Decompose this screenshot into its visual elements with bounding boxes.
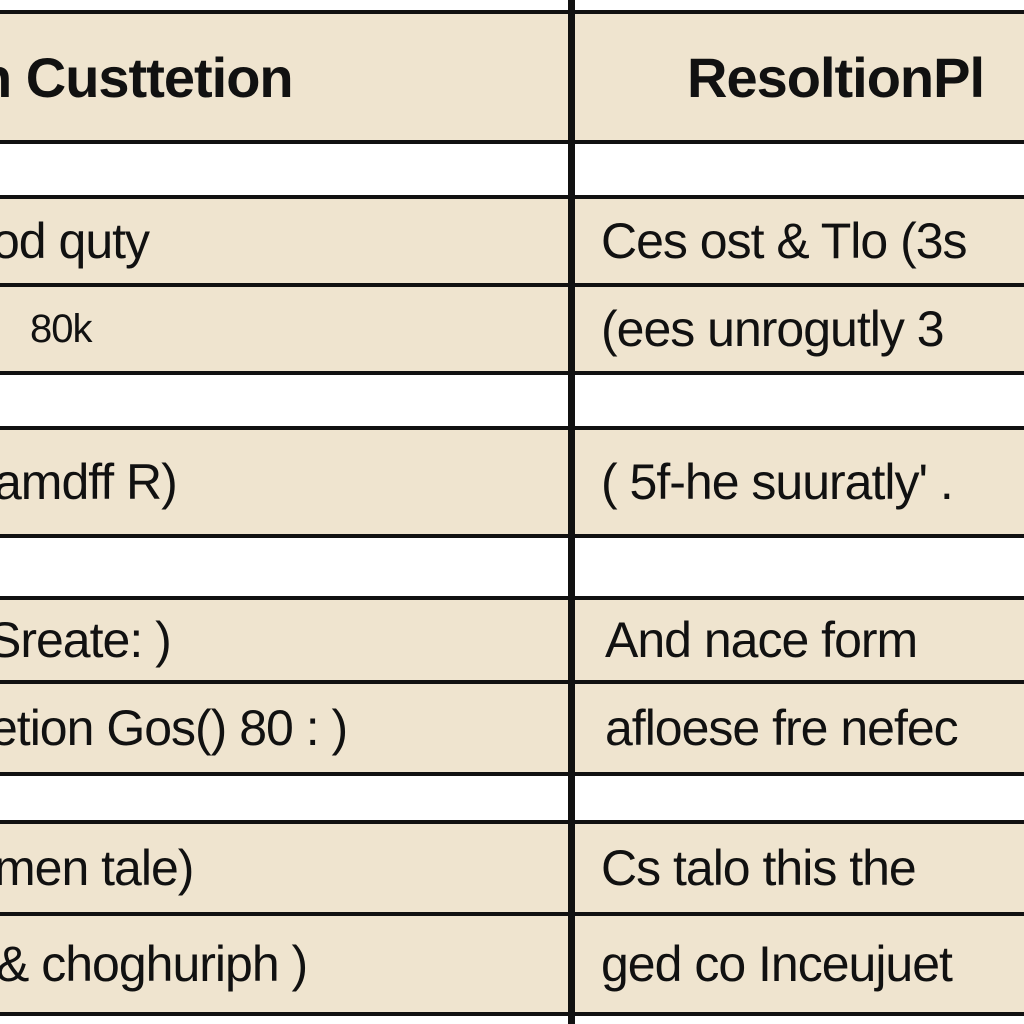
row-cell-left: men tale) (0, 824, 568, 912)
row-left-text: men tale) (0, 840, 194, 896)
row-cell-left: etion Gos() 80 : ) (0, 684, 568, 772)
spacer-row (0, 371, 1024, 426)
row-cell-left: amdff R) (0, 430, 568, 534)
row-right-text: (ees unrogutly 3 (601, 301, 945, 357)
row-cell-left: Sreate: ) (0, 600, 568, 680)
row-right-text: ( 5f-he suuratly' . (601, 454, 954, 510)
row-cell-left: & choghuriph ) (0, 916, 568, 1012)
row-cell-right: afloese fre nefec (579, 684, 1024, 772)
row-right-text: Ces ost & Tlo (3s (601, 213, 968, 269)
table-row: & choghuriph ) ged co Inceujuet (0, 912, 1024, 1016)
spacer-row (0, 772, 1024, 820)
spacer-row (0, 140, 1024, 195)
row-cell-left: 80k (0, 287, 568, 371)
table-row: od quty Ces ost & Tlo (3s (0, 195, 1024, 283)
row-left-text: etion Gos() 80 : ) (0, 700, 348, 756)
table-header-row: n Custtetion ResoltionPl (0, 10, 1024, 140)
header-left-text: n Custtetion (0, 45, 294, 109)
row-cell-right: (ees unrogutly 3 (579, 287, 1024, 371)
column-divider (568, 0, 575, 1024)
table-row: Sreate: ) And nace form (0, 596, 1024, 680)
spacer-row (0, 534, 1024, 596)
row-left-text: od quty (0, 213, 150, 269)
row-right-text: Cs talo this the (601, 840, 917, 896)
header-cell-left: n Custtetion (0, 14, 568, 140)
row-cell-right: Cs talo this the (579, 824, 1024, 912)
row-cell-right: ged co Inceujuet (579, 916, 1024, 1012)
row-left-text: & choghuriph ) (0, 936, 308, 992)
table-row: 80k (ees unrogutly 3 (0, 283, 1024, 371)
header-right-text: ResoltionPl (687, 45, 985, 109)
row-left-text: 80k (30, 306, 92, 351)
row-cell-right: ( 5f-he suuratly' . (579, 430, 1024, 534)
row-cell-left: od quty (0, 199, 568, 283)
row-right-text: afloese fre nefec (605, 700, 959, 756)
row-cell-right: Ces ost & Tlo (3s (579, 199, 1024, 283)
row-right-text: And nace form (605, 612, 918, 668)
row-left-text: Sreate: ) (0, 612, 172, 668)
table-row: etion Gos() 80 : ) afloese fre nefec (0, 680, 1024, 772)
row-cell-right: And nace form (579, 600, 1024, 680)
table-row: amdff R) ( 5f-he suuratly' . (0, 426, 1024, 534)
header-cell-right: ResoltionPl (579, 14, 1024, 140)
row-right-text: ged co Inceujuet (601, 936, 953, 992)
table-row: men tale) Cs talo this the (0, 820, 1024, 912)
row-left-text: amdff R) (0, 454, 178, 510)
